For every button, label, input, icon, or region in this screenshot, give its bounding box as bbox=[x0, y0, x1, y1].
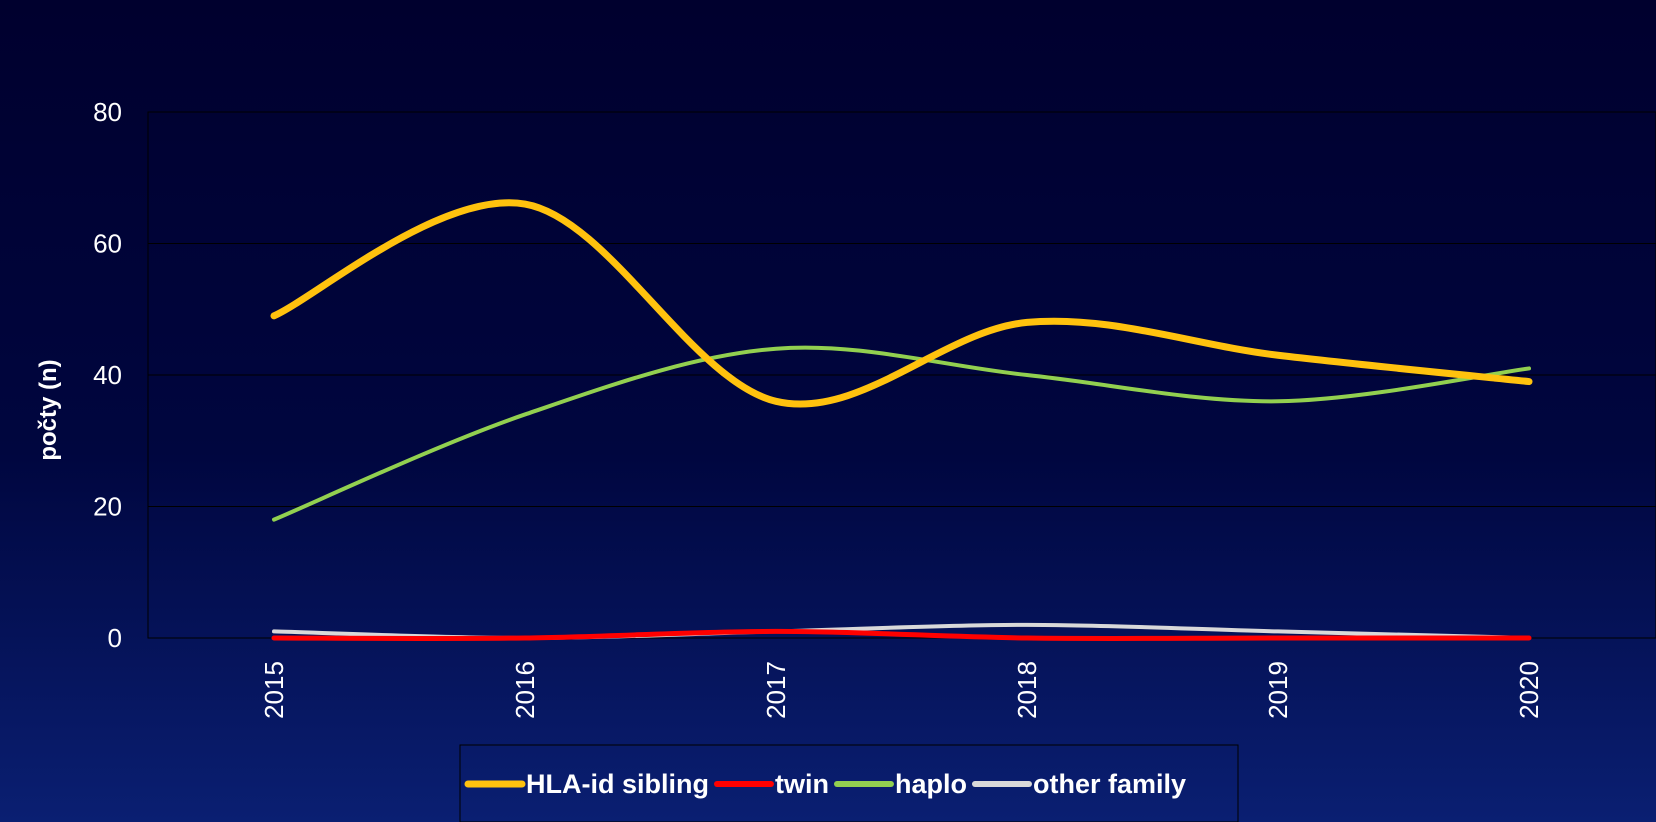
series-line-haplo bbox=[272, 345, 1531, 522]
x-tick-label: 2015 bbox=[259, 661, 289, 719]
y-tick-label: 20 bbox=[93, 492, 122, 522]
y-axis-tick-labels: 0 20 40 60 80 bbox=[93, 97, 122, 653]
x-tick-label: 2020 bbox=[1514, 661, 1544, 719]
y-axis-title: počty (n) bbox=[35, 359, 62, 460]
legend-label-other-family: other family bbox=[1033, 769, 1186, 799]
series-line-twin bbox=[271, 628, 1532, 641]
legend-label-hla-id-sibling: HLA-id sibling bbox=[526, 769, 709, 799]
legend-items: HLA-id sibling twin haplo other family bbox=[464, 769, 1186, 799]
x-tick-label: 2016 bbox=[510, 661, 540, 719]
series-lines bbox=[270, 199, 1533, 641]
x-tick-label: 2019 bbox=[1263, 661, 1293, 719]
y-tick-label: 0 bbox=[108, 623, 122, 653]
legend: HLA-id sibling twin haplo other family bbox=[459, 744, 1239, 822]
x-tick-label: 2018 bbox=[1012, 661, 1042, 719]
x-axis-tick-labels: 2015 2016 2017 2018 2019 2020 bbox=[259, 661, 1544, 719]
legend-label-haplo: haplo bbox=[895, 769, 967, 799]
plot-area-frame bbox=[147, 111, 1656, 639]
x-tick-label: 2017 bbox=[761, 661, 791, 719]
legend-box bbox=[459, 744, 1239, 822]
y-tick-label: 60 bbox=[93, 229, 122, 259]
y-tick-label: 40 bbox=[93, 360, 122, 390]
legend-label-twin: twin bbox=[775, 769, 829, 799]
y-tick-label: 80 bbox=[93, 97, 122, 127]
series-line-hla-id-sibling bbox=[270, 199, 1533, 408]
